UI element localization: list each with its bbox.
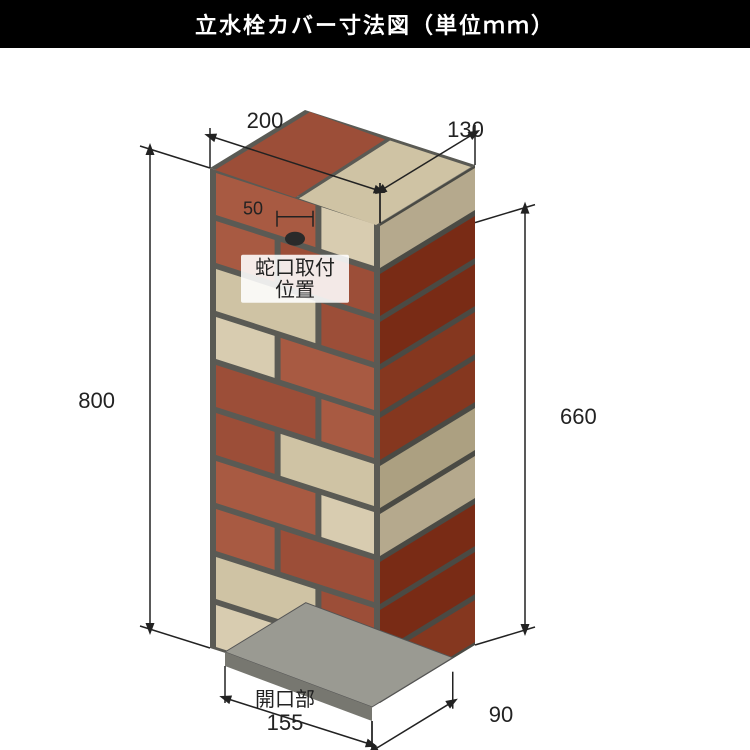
svg-text:90: 90 [489, 702, 513, 727]
diagram-stage: 800 660 200 130 50 蛇口取付位置 155開口部 90 [0, 48, 750, 750]
header-title: 立水栓カバー寸法図（単位ｍｍ） [195, 8, 555, 40]
svg-text:蛇口取付: 蛇口取付 [255, 257, 335, 280]
svg-text:開口部: 開口部 [255, 688, 315, 711]
svg-text:130: 130 [447, 117, 484, 142]
header-bar: 立水栓カバー寸法図（単位ｍｍ） [0, 0, 750, 48]
svg-text:50: 50 [243, 199, 263, 219]
svg-text:位置: 位置 [275, 279, 315, 302]
svg-text:155: 155 [267, 710, 304, 735]
svg-text:660: 660 [560, 404, 597, 429]
svg-text:200: 200 [247, 108, 284, 133]
diagram-svg: 800 660 200 130 50 蛇口取付位置 155開口部 90 [0, 48, 750, 750]
svg-text:800: 800 [78, 388, 115, 413]
